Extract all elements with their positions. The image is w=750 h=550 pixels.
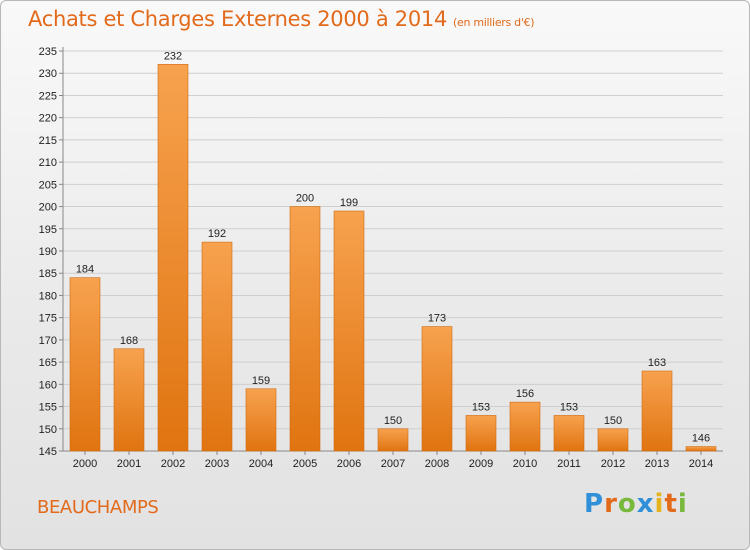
data-label-2012: 150 bbox=[604, 415, 622, 427]
bar-2014 bbox=[685, 446, 717, 452]
y-tick-label: 215 bbox=[39, 135, 57, 147]
bar-2004 bbox=[245, 388, 277, 452]
bar-2001 bbox=[113, 348, 145, 452]
bar-2008 bbox=[421, 326, 453, 452]
y-tick-label: 200 bbox=[39, 202, 57, 214]
bar-2012 bbox=[597, 428, 629, 452]
bar-2013 bbox=[641, 370, 673, 452]
x-tick-label-2007: 2007 bbox=[381, 458, 405, 470]
data-labels: 184 168 232 192 159 200 199 150 173 153 156 153 150 1… bbox=[76, 50, 710, 444]
data-label-2004: 159 bbox=[252, 375, 270, 387]
y-tick-label: 195 bbox=[39, 224, 57, 236]
y-tick-label: 205 bbox=[39, 179, 57, 191]
y-tick-label: 190 bbox=[39, 246, 57, 258]
bar-2011 bbox=[553, 415, 585, 452]
chart-title: Achats et Charges Externes 2000 à 2014 (e… bbox=[28, 7, 535, 31]
x-tick-label-2001: 2001 bbox=[117, 458, 141, 470]
logo-letter: i bbox=[677, 489, 688, 519]
chart-title-text: Achats et Charges Externes 2000 à 2014 bbox=[28, 7, 448, 31]
data-label-2005: 200 bbox=[296, 193, 314, 205]
x-tick-label-2014: 2014 bbox=[689, 458, 713, 470]
data-label-2010: 156 bbox=[516, 388, 534, 400]
y-tick-label: 150 bbox=[39, 424, 57, 436]
x-tick-label-2004: 2004 bbox=[249, 458, 273, 470]
logo-letter: x bbox=[636, 489, 655, 519]
y-tick-label: 235 bbox=[39, 46, 57, 58]
x-tick-label-2006: 2006 bbox=[337, 458, 361, 470]
logo-letter: r bbox=[604, 489, 618, 519]
proxiti-logo: Proxiti bbox=[584, 489, 688, 519]
y-tick-label: 185 bbox=[39, 268, 57, 280]
y-tick-label: 220 bbox=[39, 113, 57, 125]
data-label-2014: 146 bbox=[692, 433, 710, 445]
town-name: BEAUCHAMPS bbox=[37, 497, 159, 518]
data-label-2008: 173 bbox=[428, 313, 446, 325]
logo-letter: i bbox=[654, 489, 665, 519]
x-tick-label-2011: 2011 bbox=[557, 458, 581, 470]
bar-2009 bbox=[465, 415, 497, 452]
y-tick-label: 175 bbox=[39, 313, 57, 325]
bar-2000 bbox=[69, 277, 101, 452]
y-tick-label: 210 bbox=[39, 157, 57, 169]
x-tick-label-2000: 2000 bbox=[73, 458, 97, 470]
y-tick-label: 145 bbox=[39, 446, 57, 458]
bars bbox=[69, 64, 717, 452]
x-tick-label-2009: 2009 bbox=[469, 458, 493, 470]
x-tick-label-2010: 2010 bbox=[513, 458, 537, 470]
chart-unit: (en milliers d'€) bbox=[453, 16, 535, 29]
y-tick-labels: 145 150 155 160 165 170 175 180 185 190 195 200 205 2… bbox=[39, 46, 57, 458]
x-tick-label-2013: 2013 bbox=[645, 458, 669, 470]
bar-2010 bbox=[509, 401, 541, 452]
x-tick-label-2002: 2002 bbox=[161, 458, 185, 470]
data-label-2000: 184 bbox=[76, 264, 94, 276]
y-tick-label: 155 bbox=[39, 402, 57, 414]
y-tick-label: 165 bbox=[39, 357, 57, 369]
y-tick-label: 230 bbox=[39, 68, 57, 80]
bar-2003 bbox=[201, 241, 233, 452]
bar-2007 bbox=[377, 428, 409, 452]
data-label-2002: 232 bbox=[164, 50, 182, 62]
y-tick-label: 225 bbox=[39, 90, 57, 102]
x-tick-label-2008: 2008 bbox=[425, 458, 449, 470]
x-tick-label-2003: 2003 bbox=[205, 458, 229, 470]
logo-letter: o bbox=[617, 489, 637, 519]
logo-letter: t bbox=[664, 489, 678, 519]
data-label-2007: 150 bbox=[384, 415, 402, 427]
x-tick-label-2012: 2012 bbox=[601, 458, 625, 470]
data-label-2013: 163 bbox=[648, 357, 666, 369]
data-label-2003: 192 bbox=[208, 228, 226, 240]
x-tick-label-2005: 2005 bbox=[293, 458, 317, 470]
bar-2006 bbox=[333, 210, 365, 452]
data-label-2001: 168 bbox=[120, 335, 138, 347]
logo-letter: P bbox=[584, 489, 605, 519]
y-tick-label: 170 bbox=[39, 335, 57, 347]
data-label-2006: 199 bbox=[340, 197, 358, 209]
data-label-2011: 153 bbox=[560, 401, 578, 413]
data-label-2009: 153 bbox=[472, 401, 490, 413]
x-tick-labels: 2000 2001 2002 2003 2004 2005 2006 2007 2008 2009… bbox=[73, 451, 713, 470]
bar-2005 bbox=[289, 206, 321, 452]
y-tick-label: 160 bbox=[39, 379, 57, 391]
y-tick-label: 180 bbox=[39, 290, 57, 302]
bar-2002 bbox=[157, 64, 189, 452]
